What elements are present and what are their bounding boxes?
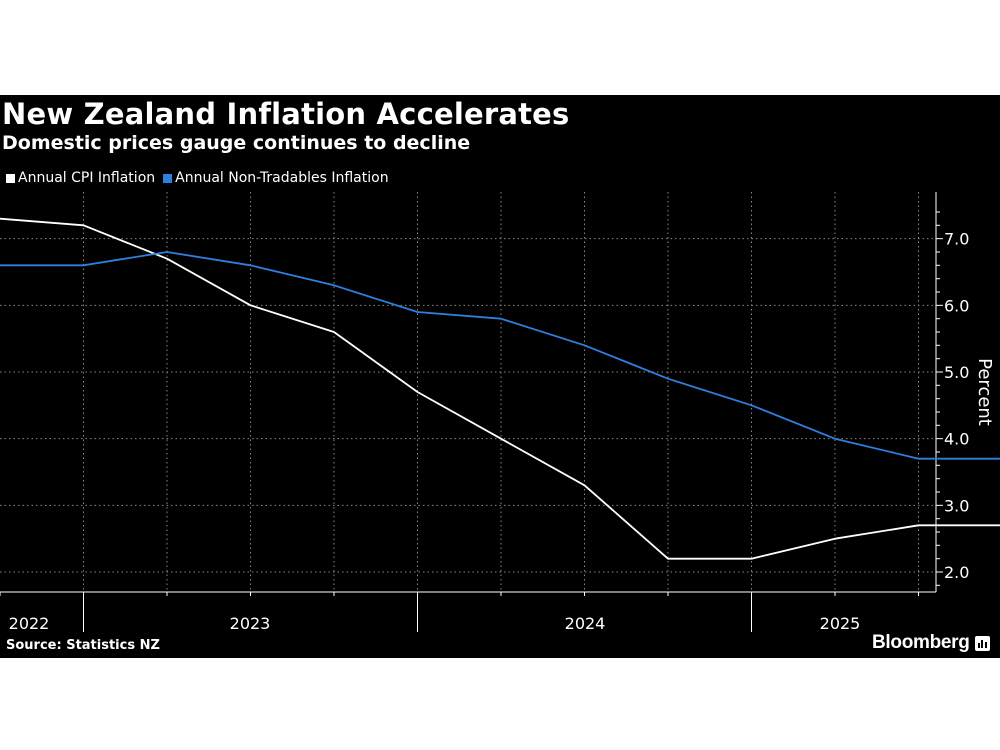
bloomberg-logo: Bloomberg bbox=[872, 632, 990, 654]
x-year-label: 2023 bbox=[230, 614, 271, 633]
logo-text: Bloomberg bbox=[872, 632, 970, 653]
legend-label-cpi: Annual CPI Inflation bbox=[18, 170, 156, 186]
chart-legend: Annual CPI Inflation Annual Non-Tradable… bbox=[6, 170, 397, 186]
x-year-label: 2024 bbox=[565, 614, 606, 633]
legend-label-non-tradables: Annual Non-Tradables Inflation bbox=[175, 170, 389, 186]
legend-swatch-cpi bbox=[6, 173, 15, 183]
legend-swatch-non-tradables bbox=[163, 173, 173, 183]
y-tick-label: 5.0 bbox=[944, 363, 969, 382]
bloomberg-chart-icon bbox=[974, 635, 990, 651]
series-line-cpi bbox=[0, 217, 1000, 560]
y-tick-label: 6.0 bbox=[944, 296, 969, 315]
y-tick-label: 2.0 bbox=[944, 563, 969, 582]
y-axis-title: Percent bbox=[974, 358, 995, 426]
chart-title: New Zealand Inflation Accelerates bbox=[2, 97, 570, 131]
x-year-label: 2022 bbox=[9, 614, 50, 633]
y-tick-label: 7.0 bbox=[944, 230, 969, 249]
chart-subtitle: Domestic prices gauge continues to decli… bbox=[2, 132, 471, 154]
legend-item-cpi: Annual CPI Inflation bbox=[6, 170, 155, 186]
y-tick-label: 4.0 bbox=[944, 430, 969, 449]
x-year-label: 2025 bbox=[820, 614, 861, 633]
series-line-non-tradables bbox=[0, 251, 1000, 460]
legend-item-non-tradables: Annual Non-Tradables Inflation bbox=[163, 170, 389, 186]
source-note: Source: Statistics NZ bbox=[6, 638, 160, 653]
y-tick-label: 3.0 bbox=[944, 496, 969, 515]
